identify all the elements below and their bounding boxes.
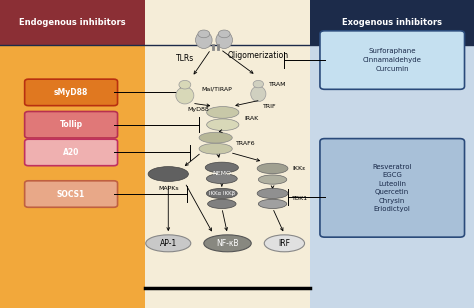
Text: TRIF: TRIF: [263, 104, 277, 109]
Text: IRF: IRF: [278, 239, 291, 248]
Text: Oligomerization: Oligomerization: [228, 51, 289, 60]
Ellipse shape: [264, 235, 304, 252]
Text: IKKε: IKKε: [292, 166, 306, 171]
FancyBboxPatch shape: [25, 79, 118, 106]
Ellipse shape: [199, 132, 232, 143]
Ellipse shape: [195, 31, 212, 49]
Ellipse shape: [207, 107, 239, 118]
Text: Tollip: Tollip: [60, 120, 82, 129]
Ellipse shape: [218, 30, 230, 38]
Bar: [0, 0, 145, 45]
Bar: [310, 0, 474, 45]
FancyBboxPatch shape: [320, 31, 465, 89]
Text: NEMO: NEMO: [212, 171, 231, 176]
Ellipse shape: [146, 235, 191, 252]
Text: sMyD88: sMyD88: [54, 88, 88, 97]
Text: MyD88: MyD88: [187, 107, 209, 112]
Ellipse shape: [204, 235, 251, 252]
FancyBboxPatch shape: [25, 111, 118, 138]
Ellipse shape: [179, 80, 191, 89]
FancyBboxPatch shape: [25, 139, 118, 166]
Ellipse shape: [198, 30, 210, 38]
Ellipse shape: [207, 174, 237, 184]
Bar: [0, 0, 145, 308]
FancyBboxPatch shape: [320, 139, 465, 237]
Ellipse shape: [258, 199, 287, 209]
Text: TLRs: TLRs: [176, 54, 194, 63]
Ellipse shape: [199, 143, 232, 154]
Text: Endogenous inhibitors: Endogenous inhibitors: [19, 18, 126, 27]
Ellipse shape: [257, 163, 288, 174]
Text: NF-κB: NF-κB: [216, 239, 239, 248]
Text: SOCS1: SOCS1: [57, 189, 85, 199]
Ellipse shape: [216, 31, 232, 49]
Text: A20: A20: [63, 148, 79, 157]
Ellipse shape: [258, 175, 287, 184]
Bar: [310, 0, 474, 308]
Ellipse shape: [251, 86, 266, 102]
Text: Resveratrol
EGCG
Luteolin
Quercetin
Chrysin
Eriodictyol: Resveratrol EGCG Luteolin Quercetin Chry…: [373, 164, 412, 212]
Text: MAPKs: MAPKs: [158, 186, 179, 191]
Text: TBK1: TBK1: [292, 196, 309, 201]
Text: Exogenous inhibitors: Exogenous inhibitors: [342, 18, 442, 27]
Text: TRAF6: TRAF6: [236, 141, 255, 146]
Ellipse shape: [205, 162, 238, 173]
Ellipse shape: [208, 199, 236, 209]
Text: Surforaphane
Cinnamaldehyde
Curcumin: Surforaphane Cinnamaldehyde Curcumin: [363, 48, 422, 72]
Ellipse shape: [257, 188, 288, 198]
Text: IRAK: IRAK: [244, 116, 258, 121]
Ellipse shape: [207, 119, 239, 131]
Text: Mal/TIRAP: Mal/TIRAP: [201, 87, 232, 92]
Bar: [145, 0, 310, 308]
Ellipse shape: [176, 87, 194, 104]
Ellipse shape: [253, 80, 264, 88]
Ellipse shape: [148, 167, 188, 181]
Text: AP-1: AP-1: [160, 239, 177, 248]
FancyBboxPatch shape: [25, 181, 118, 207]
Text: TRAM: TRAM: [269, 82, 286, 87]
Text: IKKα IKKβ: IKKα IKKβ: [209, 191, 235, 196]
Ellipse shape: [207, 188, 237, 198]
